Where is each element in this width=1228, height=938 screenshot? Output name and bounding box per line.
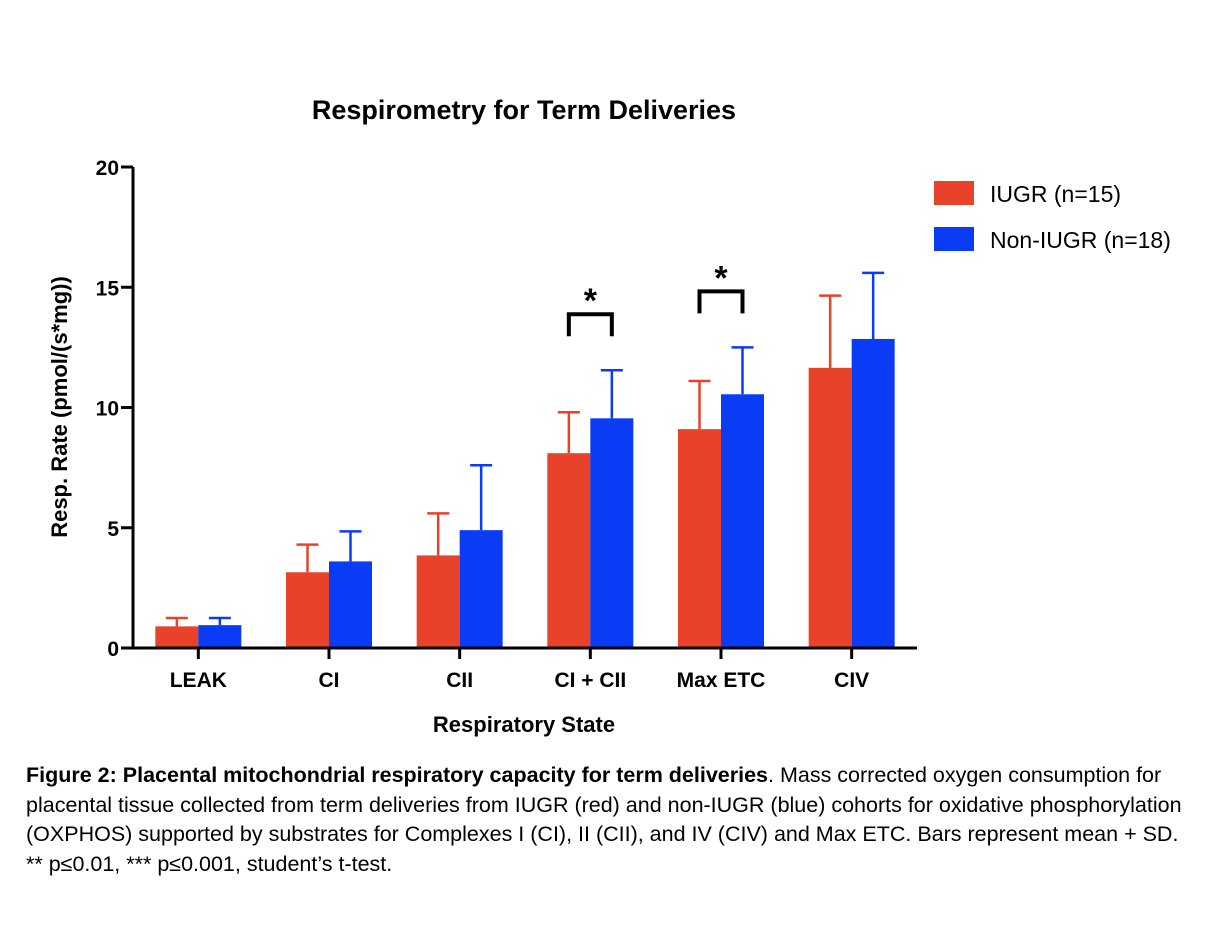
bar-non-iugr (721, 394, 764, 648)
bar-chart: Respirometry for Term Deliveries Resp. R… (47, 95, 1171, 737)
bar-non-iugr (851, 338, 895, 648)
y-tick-label: 0 (107, 638, 119, 661)
y-tick-label: 20 (96, 157, 119, 180)
bar-iugr (678, 429, 721, 648)
legend-swatch (934, 227, 974, 251)
bar-non-iugr (459, 530, 503, 648)
legend-label: IUGR (n=15) (990, 181, 1121, 207)
bar-iugr (155, 626, 199, 648)
bar-iugr (286, 572, 329, 648)
x-tick-label: LEAK (170, 669, 227, 692)
x-axis-label: Respiratory State (433, 712, 615, 737)
caption-text: . Mass corrected oxygen consumption for … (26, 763, 1182, 876)
bar-non-iugr (590, 418, 634, 648)
bar-non-iugr (329, 561, 372, 648)
x-tick-label: Max ETC (677, 669, 766, 692)
caption-bold: Figure 2: Placental mitochondrial respir… (26, 763, 769, 787)
legend-label: Non-IUGR (n=18) (990, 227, 1171, 253)
bar-non-iugr (198, 625, 242, 648)
x-tick-label: CIV (834, 669, 869, 692)
significance-star: * (714, 259, 728, 297)
legend: IUGR (n=15) Non-IUGR (n=18) (934, 181, 1171, 253)
y-axis-label: Resp. Rate (pmol/(s*mg)) (47, 276, 72, 538)
y-tick-label: 10 (96, 398, 119, 421)
legend-swatch (934, 181, 974, 205)
bar-iugr (808, 367, 852, 648)
y-tick-label: 15 (96, 277, 120, 300)
bar-iugr (547, 453, 591, 648)
significance-star: * (584, 282, 598, 320)
plot-area: 0 5 10 15 20 LEAK CI CII CI + CII Max ETC CIV * * (96, 157, 917, 692)
significance-bracket (697, 289, 745, 314)
y-tick-label: 5 (107, 518, 119, 541)
figure-caption: Figure 2: Placental mitochondrial respir… (26, 761, 1186, 879)
x-tick-label: CI (319, 669, 340, 692)
x-tick-label: CI + CII (554, 669, 626, 692)
chart-title: Respirometry for Term Deliveries (312, 95, 736, 125)
x-tick-label: CII (446, 669, 473, 692)
significance-bracket (566, 312, 614, 337)
bar-iugr (416, 555, 460, 648)
